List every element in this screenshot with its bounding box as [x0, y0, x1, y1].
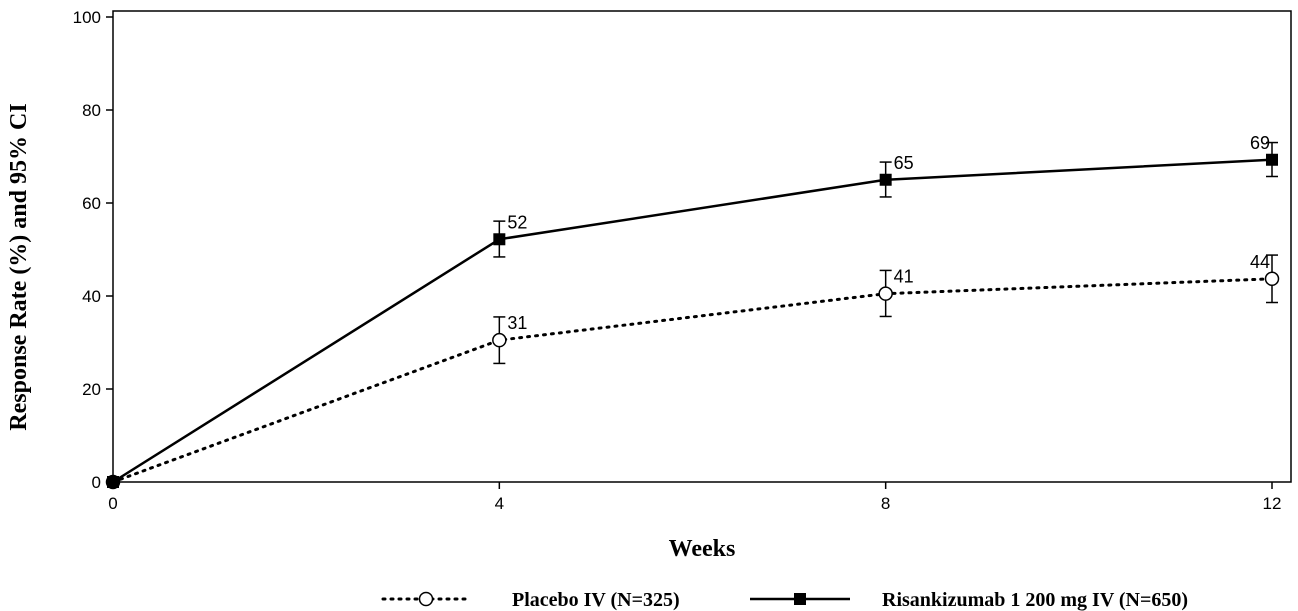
data-label-risankizumab-4: 52 — [507, 212, 527, 232]
x-tick-label-4: 4 — [495, 494, 504, 513]
point-risankizumab-0 — [107, 476, 119, 488]
point-placebo-12 — [1264, 271, 1280, 287]
legend-marker-risankizumab — [794, 593, 806, 605]
x-axis-title: Weeks — [669, 536, 736, 562]
point-risankizumab-8 — [879, 173, 892, 186]
data-label-placebo-12: 44 — [1250, 252, 1270, 272]
y-tick-label-80: 80 — [82, 101, 101, 120]
point-risankizumab-12 — [1266, 153, 1278, 166]
legend: Placebo IV (N=325) Risankizumab 1 200 mg… — [381, 589, 1188, 611]
legend-item-risankizumab: Risankizumab 1 200 mg IV (N=650) — [750, 589, 1188, 611]
x-tick-label-8: 8 — [881, 494, 890, 513]
data-label-placebo-4: 31 — [507, 313, 527, 333]
x-axis: 0 4 8 12 — [108, 482, 1281, 513]
y-tick-label-40: 40 — [82, 287, 101, 306]
series-line-placebo — [111, 277, 1274, 484]
legend-marker-placebo — [418, 591, 434, 607]
legend-label-risankizumab: Risankizumab 1 200 mg IV (N=650) — [882, 589, 1188, 611]
data-label-risankizumab-12: 69 — [1250, 133, 1270, 153]
series-layer: 31 41 44 52 65 69 — [105, 133, 1280, 490]
y-axis: 0 20 40 60 80 100 — [73, 8, 113, 492]
y-tick-label-60: 60 — [82, 194, 101, 213]
plot-frame — [112, 10, 1292, 483]
y-tick-label-20: 20 — [82, 380, 101, 399]
point-risankizumab-4 — [493, 233, 506, 246]
legend-label-placebo: Placebo IV (N=325) — [512, 589, 680, 611]
x-tick-label-12: 12 — [1263, 494, 1282, 513]
legend-item-placebo: Placebo IV (N=325) — [381, 589, 680, 611]
data-label-risankizumab-8: 65 — [894, 153, 914, 173]
series-line-risankizumab — [112, 158, 1273, 484]
point-placebo-8 — [878, 286, 893, 301]
y-tick-label-100: 100 — [73, 8, 101, 27]
y-axis-title: Response Rate (%) and 95% CI — [6, 103, 32, 430]
point-placebo-4 — [492, 332, 507, 348]
data-label-placebo-8: 41 — [894, 267, 914, 287]
x-tick-label-0: 0 — [108, 494, 117, 513]
y-tick-label-0: 0 — [92, 473, 101, 492]
